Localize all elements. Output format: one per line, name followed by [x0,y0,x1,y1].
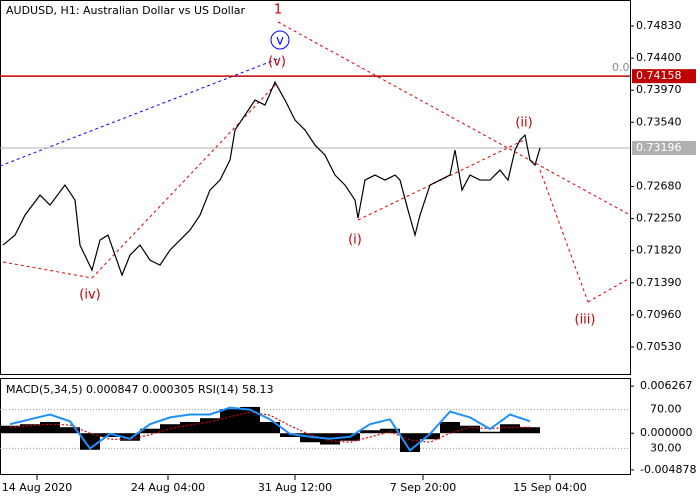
y-tick-label: 0.73970 [636,83,682,96]
macd-bar [120,433,140,441]
y-tick-label: 0.73540 [636,115,682,128]
price-label-box [632,69,696,84]
indicator-frame [0,378,631,475]
wave-label: (ii) [515,116,532,131]
x-tick-label: 15 Sep 04:00 [513,481,586,494]
macd-bar [420,433,440,440]
x-tick-label: 7 Sep 20:00 [390,481,456,494]
macd-bar [380,428,400,434]
macd-bar [280,433,300,437]
macd-bar [20,424,40,434]
y-tick-label: 0.70530 [636,340,682,353]
wave-label: (iv) [79,288,100,303]
macd-bar [180,421,200,434]
level-label: 0.0 [612,61,630,74]
wave-label: (iii) [575,313,596,328]
signal-line [9,411,530,443]
y-tick-label: 0.72250 [636,212,682,225]
wave-label: v [276,34,284,49]
macd-bar [220,409,240,434]
y-tick-label: 0.72680 [636,179,682,192]
wave-circle [270,30,290,50]
price-line [2,80,541,277]
macd-bar [60,427,80,434]
y-tick-label: 0.000000 [640,426,693,439]
macd-bar [260,421,280,434]
macd-bar [0,425,20,434]
macd-bar [360,430,380,434]
macd-bar [500,424,520,434]
y-tick-label: 0.71820 [636,244,682,257]
macd-bar [40,421,60,434]
macd-bar [480,431,500,434]
y2-tick-label: 70.00 [650,403,682,416]
price-label: 0.73196 [636,141,682,154]
chart-title: AUDUSD, H1: Australian Dollar vs US Doll… [6,4,246,17]
y2-tick-label: 30.00 [650,441,682,454]
macd-bar [200,418,220,434]
macd-bar [240,406,260,434]
price-label: 0.74158 [636,69,682,82]
wave-label: (v) [268,55,286,70]
macd-bar [440,421,460,434]
y-tick-label: 0.74830 [636,19,682,32]
y-tick-label: -0.004878 [640,463,696,476]
y-tick-label: 0.006267 [640,379,693,392]
x-tick-label: 14 Aug 2020 [2,481,72,494]
price-frame [0,0,631,375]
macd-bar [460,425,480,434]
wave-label: 1 [274,3,282,18]
y-tick-label: 0.74400 [636,51,682,64]
wave-label: (i) [348,233,362,248]
macd-bar [140,428,160,434]
y-tick-label: 0.71390 [636,276,682,289]
price-label-box [632,140,696,155]
x-tick-label: 31 Aug 12:00 [258,481,332,494]
rsi-line [9,406,531,452]
indicator-title: MACD(5,34,5) 0.000847 0.000305 RSI(14) 5… [6,383,273,396]
y-tick-label: 0.70960 [636,308,682,321]
macd-bar [520,427,540,434]
x-tick-label: 24 Aug 04:00 [131,481,205,494]
